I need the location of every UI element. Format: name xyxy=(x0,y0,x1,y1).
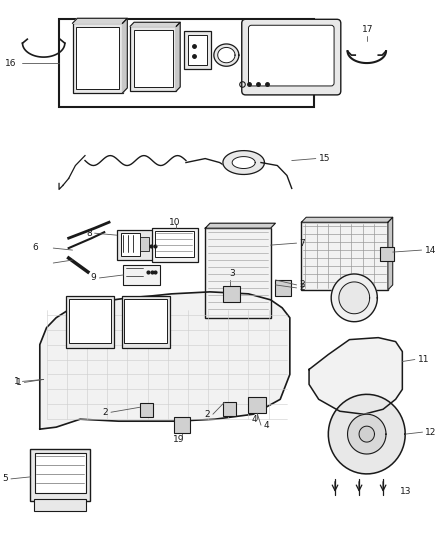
Polygon shape xyxy=(123,18,127,93)
Text: 2: 2 xyxy=(300,280,305,289)
Text: 17: 17 xyxy=(362,25,374,34)
Text: 19: 19 xyxy=(173,434,184,443)
Text: 5: 5 xyxy=(2,474,8,483)
Polygon shape xyxy=(232,157,255,168)
Polygon shape xyxy=(328,394,405,474)
Polygon shape xyxy=(309,337,403,414)
Bar xyxy=(66,296,114,348)
Bar xyxy=(223,402,236,416)
Text: 7: 7 xyxy=(300,239,305,248)
Polygon shape xyxy=(218,47,235,63)
Bar xyxy=(124,299,167,343)
Bar xyxy=(59,19,314,107)
Bar xyxy=(140,237,149,251)
Text: 16: 16 xyxy=(5,59,17,68)
Text: 3: 3 xyxy=(229,270,235,278)
Bar xyxy=(248,397,266,413)
Bar xyxy=(188,35,207,65)
Bar xyxy=(301,222,388,290)
Text: 14: 14 xyxy=(424,246,436,255)
Bar xyxy=(380,247,394,261)
FancyBboxPatch shape xyxy=(242,19,341,95)
Text: 9: 9 xyxy=(91,273,96,282)
Polygon shape xyxy=(177,22,180,91)
Bar xyxy=(117,230,157,260)
Polygon shape xyxy=(223,151,265,174)
Bar xyxy=(223,286,240,302)
Bar xyxy=(35,453,86,493)
Polygon shape xyxy=(388,217,393,290)
Text: 8: 8 xyxy=(86,229,92,238)
Text: 2: 2 xyxy=(300,284,305,293)
Bar xyxy=(276,280,291,296)
Bar xyxy=(130,26,177,91)
Text: 11: 11 xyxy=(418,355,429,364)
Bar xyxy=(124,265,160,285)
Bar xyxy=(73,23,123,93)
Polygon shape xyxy=(40,292,290,429)
Text: 10: 10 xyxy=(169,218,180,227)
Polygon shape xyxy=(130,22,180,26)
Bar xyxy=(34,499,86,511)
Polygon shape xyxy=(359,426,374,442)
Text: 2: 2 xyxy=(102,408,108,417)
Polygon shape xyxy=(73,18,127,23)
Bar xyxy=(155,231,194,257)
Bar xyxy=(30,449,90,501)
Text: 1: 1 xyxy=(14,377,20,386)
Text: 4: 4 xyxy=(264,421,269,430)
Bar xyxy=(69,299,111,343)
FancyBboxPatch shape xyxy=(248,25,334,86)
Polygon shape xyxy=(348,414,386,454)
Bar xyxy=(184,31,211,69)
Text: 6: 6 xyxy=(32,243,38,252)
Polygon shape xyxy=(339,282,370,314)
Text: 1: 1 xyxy=(16,378,21,387)
Bar xyxy=(76,27,119,89)
Text: 15: 15 xyxy=(319,154,330,163)
Text: 4: 4 xyxy=(251,415,257,424)
Bar xyxy=(120,233,140,256)
Polygon shape xyxy=(205,223,276,228)
Text: 2: 2 xyxy=(205,410,210,419)
Bar xyxy=(122,296,170,348)
Bar xyxy=(174,417,190,433)
Text: 13: 13 xyxy=(399,487,411,496)
Polygon shape xyxy=(331,274,378,322)
Bar xyxy=(134,30,173,87)
Polygon shape xyxy=(214,44,239,66)
Bar xyxy=(152,228,198,262)
Text: 12: 12 xyxy=(425,427,437,437)
Bar xyxy=(140,403,153,417)
Bar xyxy=(205,228,271,318)
Polygon shape xyxy=(301,217,393,222)
